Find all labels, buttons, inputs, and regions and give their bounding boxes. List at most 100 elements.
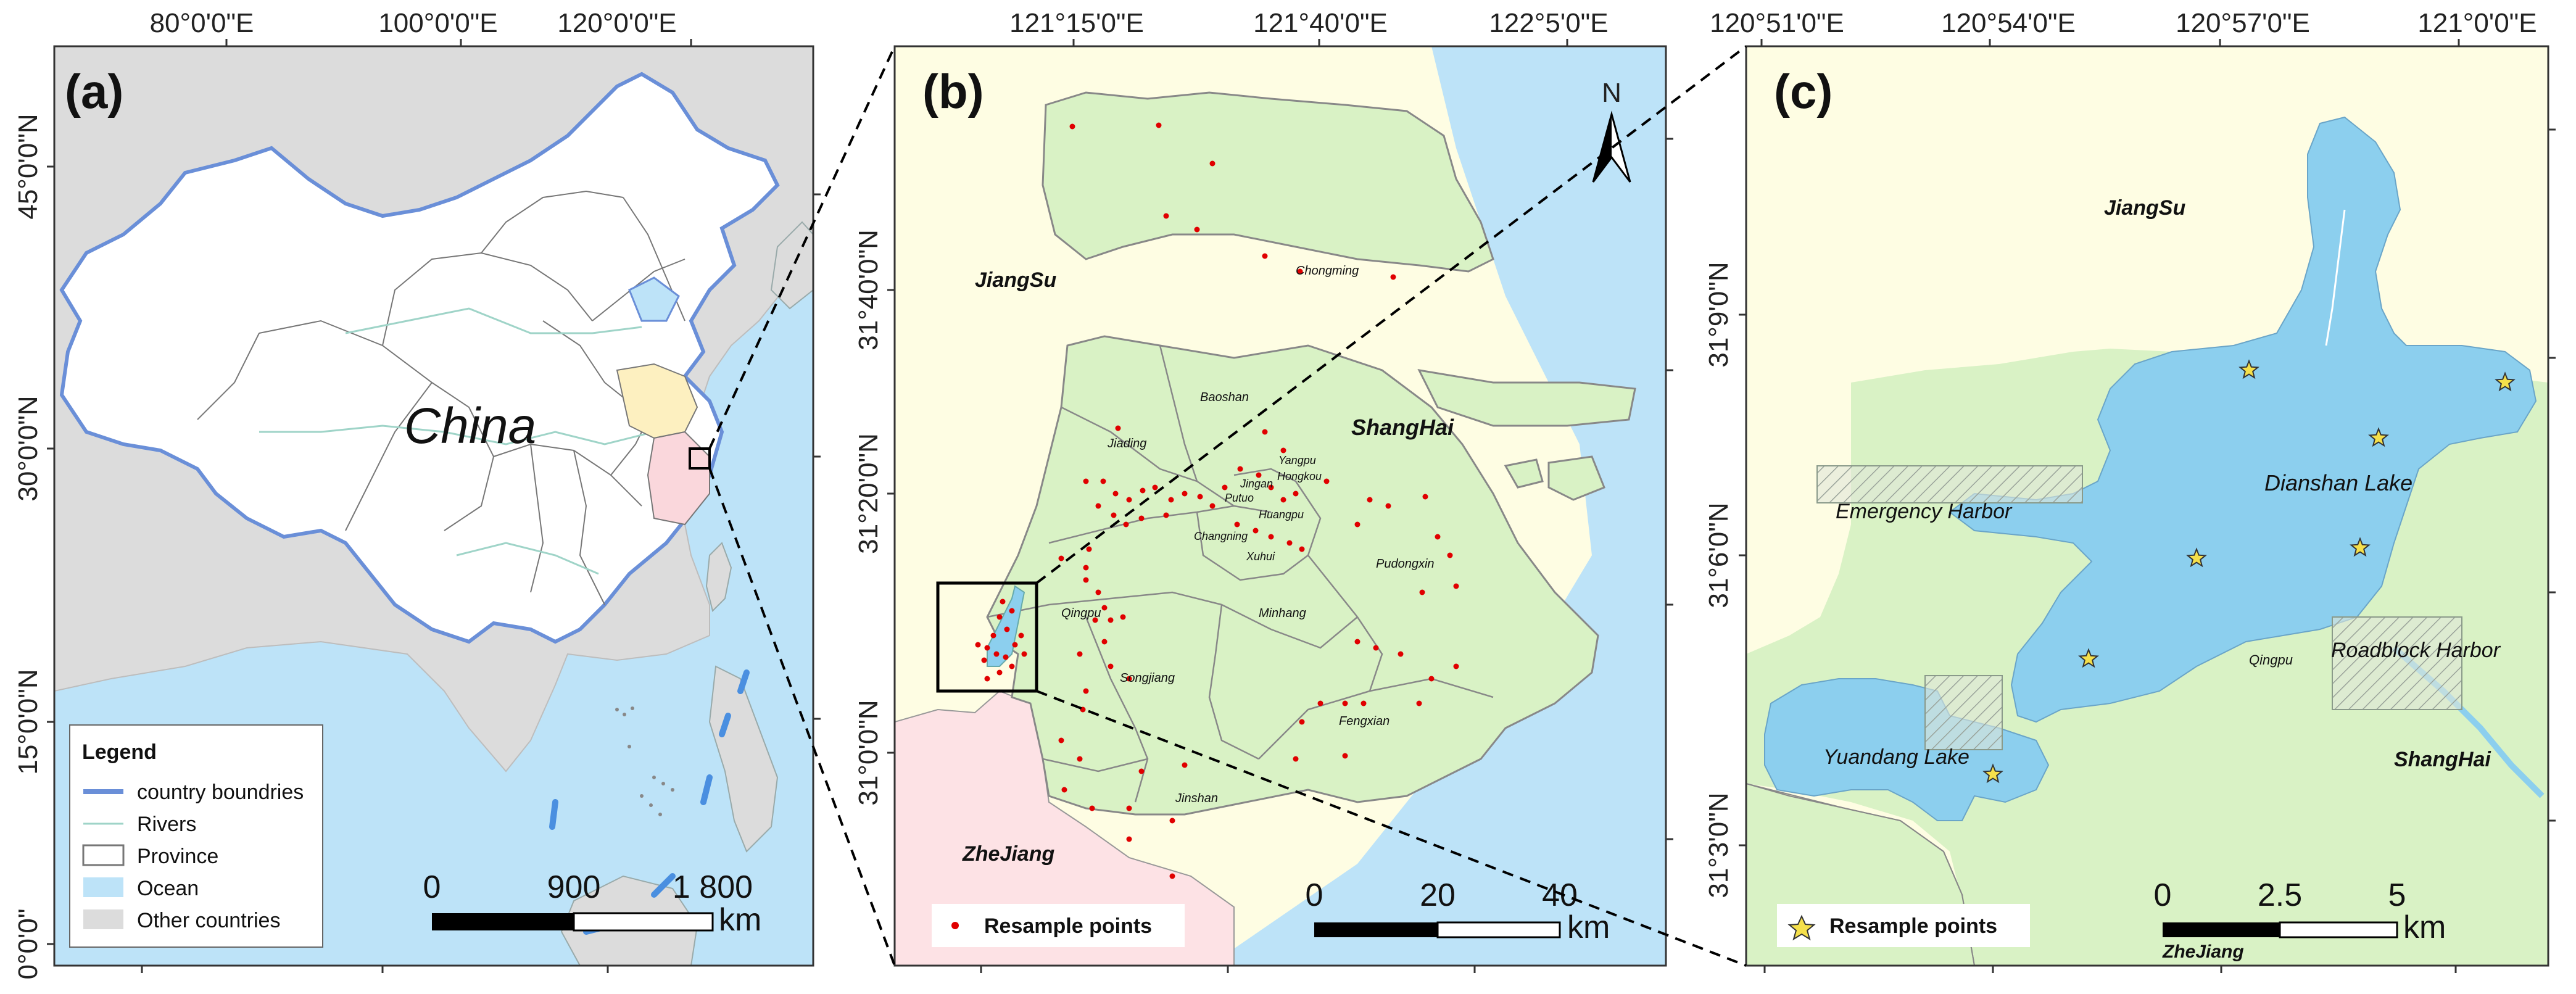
jiangsu-province-highlight (616, 363, 698, 439)
resample-point (1138, 515, 1145, 521)
c-scale-unit: km (2403, 909, 2446, 945)
resample-point (1262, 253, 1268, 259)
resample-point (1083, 478, 1089, 484)
district-jingan: Jingan (1240, 478, 1273, 490)
panel-a-graticule (47, 39, 821, 973)
resample-point (1256, 472, 1262, 478)
c-top-tick-2: 120°54'0"E (1941, 8, 2076, 38)
resample-points-c (1982, 359, 2516, 784)
resample-point (1342, 753, 1348, 759)
resample-point (1169, 873, 1175, 879)
legend-ocean-label: Ocean (137, 877, 199, 900)
c-left-tick-1: 31°9'0"N (1704, 262, 1734, 367)
rivers (259, 307, 685, 575)
panel-c-map: 120°51'0"E 120°54'0"E 120°57'0"E 121°0'0… (1704, 8, 2556, 973)
c-scale-2-5: 2.5 (2258, 877, 2302, 913)
b-scale-40: 40 (1542, 877, 1578, 913)
resample-point (1360, 700, 1367, 706)
b-scale-0: 0 (1306, 877, 1323, 913)
resample-point (1112, 491, 1119, 497)
legend-ocean-icon (83, 877, 123, 897)
a-top-tick-120e: 120°0'0"E (557, 8, 676, 38)
resample-point (1126, 805, 1132, 811)
c-left-tick-2: 31°6'0"N (1704, 502, 1734, 608)
changxing-island (1417, 369, 1636, 427)
panel-b-frame (893, 45, 1667, 967)
legend-rivers-label: Rivers (137, 813, 196, 836)
resample-point (996, 614, 1003, 620)
resample-point (975, 642, 981, 648)
resample-point (1061, 787, 1067, 793)
label-dianshan-lake: Dianshan Lake (2264, 470, 2412, 495)
emergency-harbor-area (1816, 465, 2083, 503)
district-huangpu: Huangpu (1259, 508, 1304, 521)
resample-point (1447, 552, 1453, 558)
b-scale-20: 20 (1420, 877, 1456, 913)
resample-point (1077, 756, 1083, 762)
hengsha-island (1504, 458, 1544, 489)
label-zhejiang-b: ZheJiang (962, 842, 1054, 866)
resample-point (1354, 639, 1360, 645)
resample-point (1058, 555, 1064, 561)
resample-point (1293, 491, 1299, 497)
label-roadblock-harbor: Roadblock Harbor (2331, 639, 2501, 662)
resample-point (1385, 503, 1391, 509)
resample-point (1373, 645, 1379, 651)
b-left-tick-2: 31°20'0"N (853, 433, 884, 554)
district-qingpu: Qingpu (1061, 607, 1101, 620)
panel-a-label: (a) (65, 64, 123, 118)
a-left-tick-15n: 15°0'0"N (13, 669, 43, 774)
yuandang-harbor-area (1924, 675, 2003, 750)
panel-a-legend: Legend country boundries Rivers Province… (69, 724, 323, 948)
resample-point (1095, 589, 1101, 595)
legend-province-label: Province (137, 845, 218, 868)
resample-point (1293, 756, 1299, 762)
resample-point (1209, 160, 1216, 167)
label-shanghai-b: ShangHai (1351, 415, 1454, 440)
resample-star (2186, 547, 2207, 568)
a-top-tick-80e: 80°0'0"E (150, 8, 254, 38)
resample-point (1286, 540, 1293, 546)
resample-point (1108, 663, 1114, 669)
resample-point (1115, 425, 1121, 431)
resample-point (990, 632, 996, 639)
resample-point (1083, 577, 1089, 583)
label-china: China (404, 398, 536, 454)
label-zhejiang-c: ZheJiang (2162, 942, 2244, 962)
resample-point (1083, 565, 1089, 571)
b-left-tick-3: 31°0'0"N (853, 700, 884, 805)
resample-point (1209, 503, 1216, 509)
zhejiang-area (895, 690, 1235, 966)
resample-point (1138, 768, 1145, 774)
c-left-tick-3: 31°3'0"N (1704, 792, 1734, 898)
a-scale-900: 900 (547, 869, 601, 905)
resample-point (1268, 534, 1274, 540)
label-jiangsu-c: JiangSu (2104, 196, 2185, 220)
resample-point (1419, 589, 1425, 595)
resample-point (984, 676, 990, 682)
ocean-east-china-sea (1209, 46, 1666, 966)
legend-resample-label-c: Resample points (1829, 914, 1997, 938)
label-yuandang-lake: Yuandang Lake (1823, 745, 1969, 769)
resample-point (1182, 762, 1188, 768)
resample-star (2350, 537, 2371, 557)
resample-point (1095, 503, 1101, 509)
c-top-tick-3: 120°57'0"E (2176, 8, 2310, 38)
resample-point (1126, 676, 1132, 682)
resample-point (1317, 700, 1323, 706)
resample-point (984, 645, 990, 651)
resample-point (993, 651, 1000, 657)
resample-point (1126, 836, 1132, 842)
resample-star (2495, 371, 2516, 392)
north-arrow: N (1592, 78, 1631, 183)
resample-point (1222, 484, 1228, 491)
resample-point (1367, 497, 1373, 503)
b-scale-unit: km (1567, 909, 1610, 945)
resample-point (1453, 583, 1459, 589)
c-top-tick-4: 121°0'0"E (2417, 8, 2537, 38)
resample-star (2078, 648, 2099, 668)
resample-point (1086, 546, 1092, 552)
resample-point (1083, 688, 1089, 694)
extent-box-shanghai (689, 447, 711, 470)
district-yangpu: Yangpu (1278, 454, 1316, 466)
